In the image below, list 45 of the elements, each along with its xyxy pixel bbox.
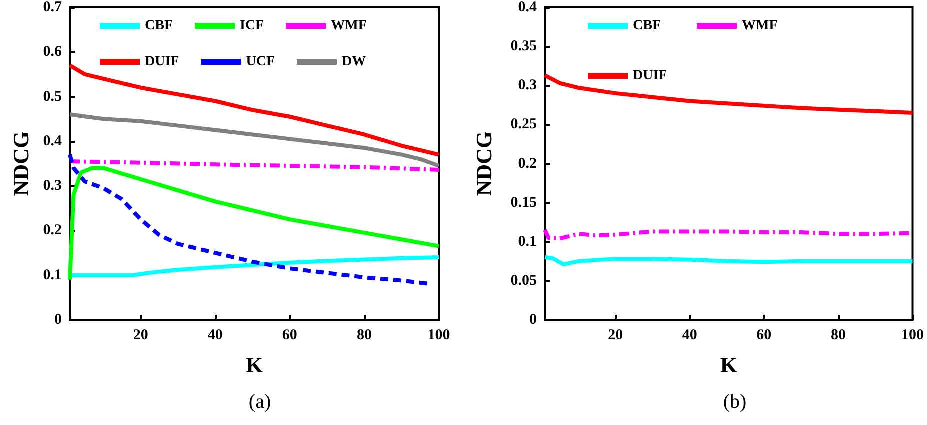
y-tick-label: 0.35 xyxy=(510,38,537,55)
y-axis-title: NDCG xyxy=(472,131,496,196)
y-tick-label: 0.25 xyxy=(510,116,537,133)
y-tick-label: 0 xyxy=(54,312,62,328)
x-tick-label: 60 xyxy=(282,328,298,344)
y-axis-title: NDCG xyxy=(8,131,34,196)
legend-label: DW xyxy=(342,54,366,70)
y-tick-label: 0.7 xyxy=(43,0,62,16)
x-tick-label: 60 xyxy=(756,328,772,344)
legend-label: ICF xyxy=(240,18,264,34)
y-tick-label: 0.1 xyxy=(518,234,537,250)
x-axis-title: K xyxy=(720,352,738,378)
legend-label: CBF xyxy=(633,18,661,34)
legend-label: CBF xyxy=(145,18,173,34)
x-axis-title: K xyxy=(246,352,264,378)
y-tick-label: 0.4 xyxy=(43,133,62,150)
legend-label: WMF xyxy=(742,18,778,34)
x-tick-label: 80 xyxy=(830,328,846,344)
legend-label: WMF xyxy=(331,18,367,34)
y-tick-label: 0.4 xyxy=(518,0,538,16)
text: (b) xyxy=(723,391,747,413)
x-tick-label: 40 xyxy=(682,328,698,344)
y-tick-label: 0.3 xyxy=(43,178,62,194)
line-series xyxy=(68,160,441,172)
legend-label: DUIF xyxy=(145,54,180,70)
x-tick-label: 40 xyxy=(208,328,223,344)
x-tick-label: 20 xyxy=(133,328,148,344)
text: (a) xyxy=(248,391,272,413)
y-tick-label: 0 xyxy=(530,312,537,328)
x-tick-label: 20 xyxy=(608,328,624,344)
y-tick-label: 0.05 xyxy=(510,272,537,289)
y-tick-label: 0.3 xyxy=(518,78,537,94)
y-tick-label: 0.5 xyxy=(43,88,62,105)
x-tick-label: 80 xyxy=(356,328,372,344)
y-tick-label: 0.6 xyxy=(43,44,62,60)
legend-label: DUIF xyxy=(633,68,668,84)
x-tick-label: 100 xyxy=(902,328,924,344)
line-series xyxy=(68,112,441,168)
y-tick-label: 0.2 xyxy=(43,222,62,239)
y-tick-label: 0.2 xyxy=(518,156,537,172)
legend-label: UCF xyxy=(246,54,275,70)
y-tick-label: 0.1 xyxy=(43,267,62,284)
line-series xyxy=(543,256,915,267)
x-tick-label: 100 xyxy=(428,328,450,344)
y-tick-label: 0.15 xyxy=(510,194,537,211)
